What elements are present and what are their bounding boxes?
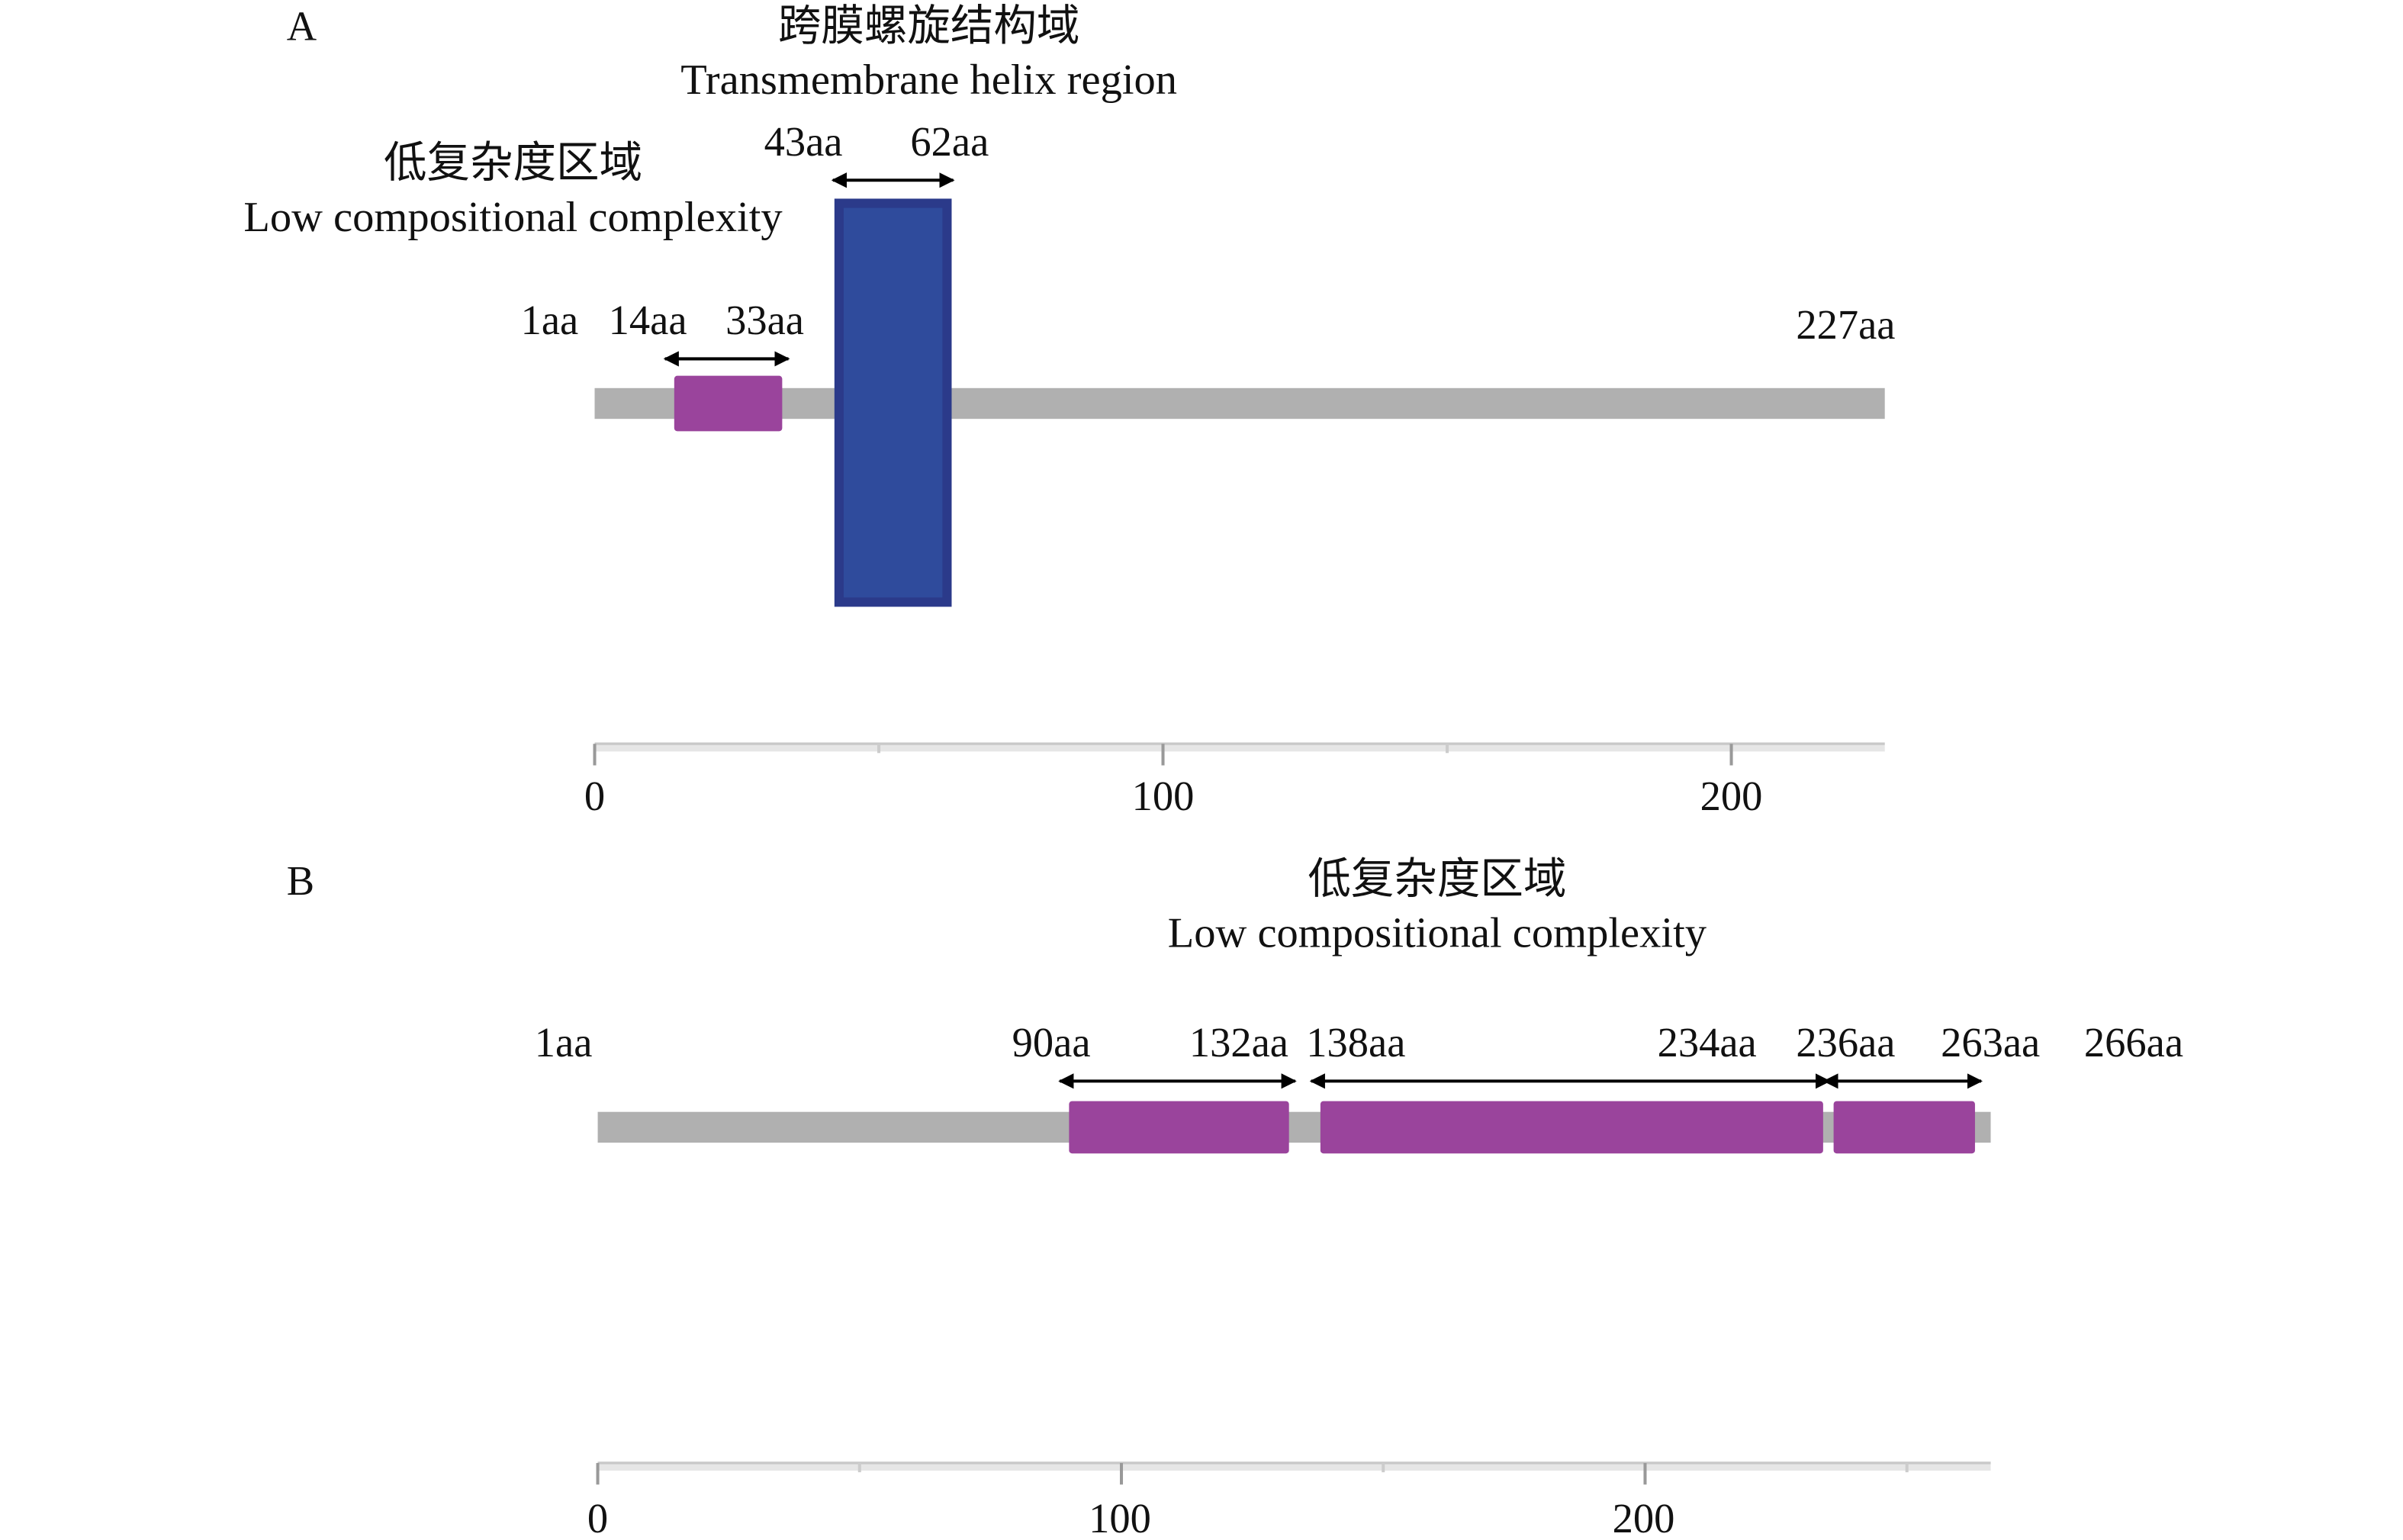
low-complexity-domain <box>1833 1101 1975 1154</box>
low-complexity-domain <box>674 375 783 432</box>
pos-label: 263aa <box>1941 1019 2040 1066</box>
pos-label: 43aa <box>764 118 843 165</box>
pos-label: 90aa <box>1012 1019 1091 1066</box>
axis-tick-label: 200 <box>1700 773 1763 819</box>
panel-a: A 跨膜螺旋结构域 Transmembrane helix region 低复杂… <box>243 2 1895 819</box>
pos-label: 266aa <box>2084 1019 2183 1066</box>
protein-backbone <box>594 387 1885 420</box>
lc-title-en-b: Low compositional complexity <box>1168 910 1707 957</box>
tm-title-en: Transmembrane helix region <box>680 56 1177 104</box>
pos-label: 62aa <box>910 118 989 165</box>
pos-label: 138aa <box>1306 1019 1405 1066</box>
axis-tick-label: 0 <box>584 773 605 819</box>
pos-label: 14aa <box>609 297 687 343</box>
lc-title-en-a: Low compositional complexity <box>243 194 783 241</box>
axis-tick-label: 100 <box>1089 1495 1151 1540</box>
pos-label: 234aa <box>1658 1019 1757 1066</box>
pos-label: 132aa <box>1189 1019 1288 1066</box>
panel-b-label: B <box>287 857 314 904</box>
panel-a-label: A <box>287 2 317 49</box>
panel-b: B 低复杂度区域 Low compositional complexity 1a… <box>287 856 2183 1540</box>
pos-label: 1aa <box>521 297 579 343</box>
axis-tick-label: 100 <box>1132 773 1195 819</box>
pos-label: 33aa <box>725 297 804 343</box>
lc-title-cn-b: 低复杂度区域 <box>1308 856 1566 903</box>
tm-title-cn: 跨膜螺旋结构域 <box>778 2 1080 50</box>
lc-title-cn-a: 低复杂度区域 <box>384 140 642 187</box>
low-complexity-domain <box>1069 1101 1289 1154</box>
low-complexity-domain <box>1320 1101 1823 1154</box>
axis-tick-label: 200 <box>1613 1495 1675 1540</box>
axis-tick-label: 0 <box>587 1495 608 1540</box>
pos-label: 236aa <box>1796 1019 1895 1066</box>
pos-label: 227aa <box>1796 301 1895 348</box>
transmembrane-domain <box>834 198 952 607</box>
pos-label: 1aa <box>535 1019 593 1066</box>
